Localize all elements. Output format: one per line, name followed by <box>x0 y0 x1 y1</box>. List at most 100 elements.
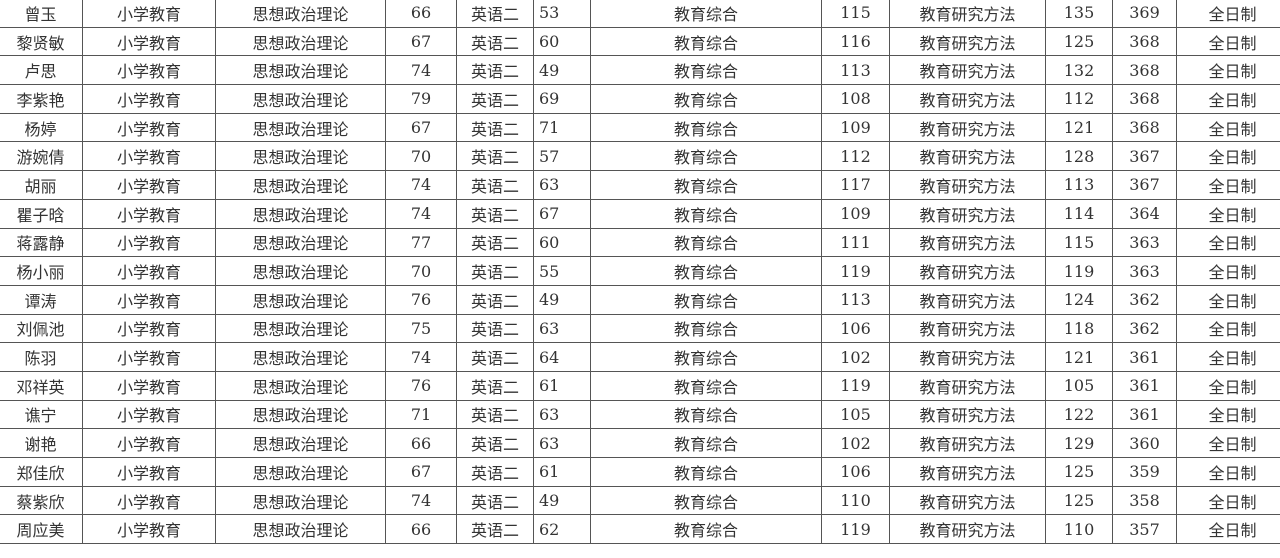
politics-subject: 思想政治理论 <box>215 457 386 487</box>
student-name: 蔡紫欣 <box>0 485 83 516</box>
politics-score: 76 <box>385 370 457 401</box>
english-score: 61 <box>533 370 591 401</box>
english-subject: 英语二 <box>456 198 534 229</box>
study-mode: 全日制 <box>1176 0 1280 28</box>
subject4: 教育研究方法 <box>889 256 1046 286</box>
total-score: 367 <box>1112 170 1177 200</box>
subject4: 教育研究方法 <box>889 112 1046 143</box>
politics-subject: 思想政治理论 <box>215 399 386 430</box>
subject3-score: 108 <box>821 84 890 114</box>
english-score: 61 <box>533 457 591 487</box>
subject4-score: 121 <box>1045 342 1113 372</box>
english-subject: 英语二 <box>456 370 534 401</box>
study-mode: 全日制 <box>1176 399 1280 430</box>
total-score: 363 <box>1112 256 1177 286</box>
subject4-score: 118 <box>1045 313 1113 344</box>
politics-score: 66 <box>385 0 457 28</box>
subject4: 教育研究方法 <box>889 399 1046 430</box>
total-score: 368 <box>1112 55 1177 86</box>
subject3: 教育综合 <box>590 170 822 200</box>
study-mode: 全日制 <box>1176 342 1280 372</box>
english-subject: 英语二 <box>456 485 534 516</box>
english-score: 49 <box>533 485 591 516</box>
table-row: 谢艳 小学教育 思想政治理论 66 英语二 63 教育综合 102 教育研究方法… <box>0 428 1280 458</box>
subject4: 教育研究方法 <box>889 313 1046 344</box>
subject3-score: 113 <box>821 284 890 315</box>
table-row: 李紫艳 小学教育 思想政治理论 79 英语二 69 教育综合 108 教育研究方… <box>0 84 1280 114</box>
major: 小学教育 <box>82 0 216 28</box>
english-score: 49 <box>533 284 591 315</box>
subject3-score: 113 <box>821 55 890 86</box>
subject3-score: 112 <box>821 141 890 172</box>
subject4-score: 105 <box>1045 370 1113 401</box>
english-subject: 英语二 <box>456 0 534 28</box>
total-score: 362 <box>1112 313 1177 344</box>
table-row: 谯宁 小学教育 思想政治理论 71 英语二 63 教育综合 105 教育研究方法… <box>0 399 1280 430</box>
table-row: 瞿子晗 小学教育 思想政治理论 74 英语二 67 教育综合 109 教育研究方… <box>0 198 1280 229</box>
student-name: 卢思 <box>0 55 83 86</box>
subject3-score: 106 <box>821 457 890 487</box>
subject3: 教育综合 <box>590 284 822 315</box>
student-name: 黎贤敏 <box>0 26 83 57</box>
study-mode: 全日制 <box>1176 170 1280 200</box>
english-score: 64 <box>533 342 591 372</box>
study-mode: 全日制 <box>1176 84 1280 114</box>
student-name: 杨小丽 <box>0 256 83 286</box>
study-mode: 全日制 <box>1176 514 1280 545</box>
english-score: 63 <box>533 428 591 458</box>
study-mode: 全日制 <box>1176 55 1280 86</box>
subject3: 教育综合 <box>590 141 822 172</box>
study-mode: 全日制 <box>1176 457 1280 487</box>
subject4: 教育研究方法 <box>889 198 1046 229</box>
subject3-score: 116 <box>821 26 890 57</box>
subject4-score: 114 <box>1045 198 1113 229</box>
study-mode: 全日制 <box>1176 256 1280 286</box>
subject3-score: 117 <box>821 170 890 200</box>
subject4-score: 125 <box>1045 26 1113 57</box>
major: 小学教育 <box>82 84 216 114</box>
table-row: 谭涛 小学教育 思想政治理论 76 英语二 49 教育综合 113 教育研究方法… <box>0 284 1280 315</box>
table-row: 陈羽 小学教育 思想政治理论 74 英语二 64 教育综合 102 教育研究方法… <box>0 342 1280 372</box>
major: 小学教育 <box>82 370 216 401</box>
english-subject: 英语二 <box>456 313 534 344</box>
politics-subject: 思想政治理论 <box>215 141 386 172</box>
politics-score: 75 <box>385 313 457 344</box>
major: 小学教育 <box>82 55 216 86</box>
subject4: 教育研究方法 <box>889 457 1046 487</box>
english-subject: 英语二 <box>456 141 534 172</box>
total-score: 360 <box>1112 428 1177 458</box>
politics-subject: 思想政治理论 <box>215 84 386 114</box>
politics-subject: 思想政治理论 <box>215 428 386 458</box>
politics-subject: 思想政治理论 <box>215 284 386 315</box>
politics-subject: 思想政治理论 <box>215 0 386 28</box>
table-row: 杨婷 小学教育 思想政治理论 67 英语二 71 教育综合 109 教育研究方法… <box>0 112 1280 143</box>
major: 小学教育 <box>82 26 216 57</box>
major: 小学教育 <box>82 485 216 516</box>
subject3: 教育综合 <box>590 342 822 372</box>
major: 小学教育 <box>82 198 216 229</box>
study-mode: 全日制 <box>1176 112 1280 143</box>
subject4-score: 132 <box>1045 55 1113 86</box>
politics-subject: 思想政治理论 <box>215 485 386 516</box>
english-score: 71 <box>533 112 591 143</box>
politics-score: 76 <box>385 284 457 315</box>
subject4: 教育研究方法 <box>889 0 1046 28</box>
subject3-score: 109 <box>821 198 890 229</box>
subject4-score: 121 <box>1045 112 1113 143</box>
student-name: 游婉倩 <box>0 141 83 172</box>
subject4: 教育研究方法 <box>889 170 1046 200</box>
total-score: 367 <box>1112 141 1177 172</box>
politics-score: 66 <box>385 514 457 545</box>
table-row: 卢思 小学教育 思想政治理论 74 英语二 49 教育综合 113 教育研究方法… <box>0 55 1280 86</box>
subject4: 教育研究方法 <box>889 428 1046 458</box>
student-name: 谭涛 <box>0 284 83 315</box>
subject3-score: 109 <box>821 112 890 143</box>
table-row: 杨小丽 小学教育 思想政治理论 70 英语二 55 教育综合 119 教育研究方… <box>0 256 1280 286</box>
subject3-score: 115 <box>821 0 890 28</box>
politics-score: 74 <box>385 55 457 86</box>
english-score: 63 <box>533 170 591 200</box>
student-name: 李紫艳 <box>0 84 83 114</box>
total-score: 362 <box>1112 284 1177 315</box>
student-name: 曾玉 <box>0 0 83 28</box>
major: 小学教育 <box>82 514 216 545</box>
